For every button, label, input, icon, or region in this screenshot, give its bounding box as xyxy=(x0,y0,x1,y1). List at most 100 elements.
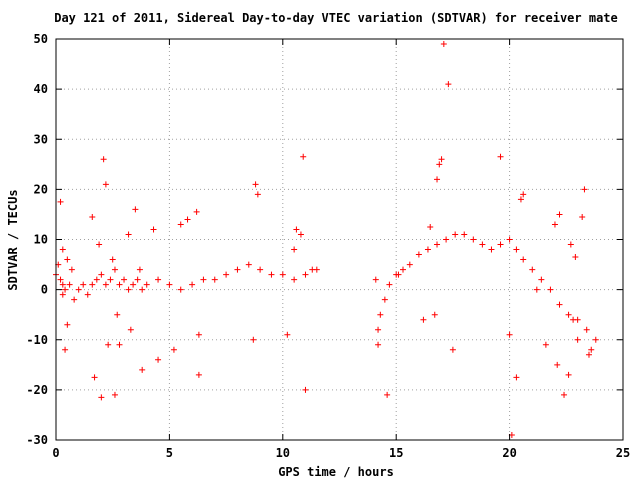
data-point xyxy=(139,286,146,293)
x-tick-label: 0 xyxy=(52,446,59,460)
y-tick-label: 0 xyxy=(41,283,48,297)
plot-frame xyxy=(55,38,624,441)
data-point xyxy=(130,281,137,288)
data-point xyxy=(98,271,105,278)
data-point xyxy=(567,241,574,248)
data-point xyxy=(177,221,184,228)
data-point xyxy=(427,223,434,230)
data-point xyxy=(386,281,393,288)
data-point xyxy=(479,241,486,248)
data-point xyxy=(57,198,64,205)
data-point xyxy=(93,276,100,283)
y-tick-label: 10 xyxy=(34,233,48,247)
data-point xyxy=(177,286,184,293)
data-point xyxy=(395,271,402,278)
data-point xyxy=(100,156,107,163)
data-point xyxy=(302,271,309,278)
data-point xyxy=(565,311,572,318)
data-point xyxy=(121,276,128,283)
data-point xyxy=(517,196,524,203)
x-tick-label: 10 xyxy=(276,446,290,460)
data-point xyxy=(574,336,581,343)
data-point xyxy=(105,341,112,348)
data-point xyxy=(529,266,536,273)
data-point xyxy=(116,341,123,348)
data-point xyxy=(62,286,69,293)
data-point xyxy=(538,276,545,283)
data-point xyxy=(420,316,427,323)
data-point xyxy=(375,326,382,333)
data-point xyxy=(268,271,275,278)
data-point xyxy=(520,191,527,198)
data-point xyxy=(245,261,252,268)
data-point xyxy=(127,326,134,333)
data-point xyxy=(556,301,563,308)
data-point xyxy=(89,281,96,288)
data-point xyxy=(102,181,109,188)
data-point xyxy=(436,161,443,168)
data-point xyxy=(406,261,413,268)
data-point xyxy=(250,336,257,343)
data-point xyxy=(300,153,307,160)
data-point xyxy=(585,351,592,358)
data-point xyxy=(80,281,87,288)
data-point xyxy=(66,281,73,288)
data-point xyxy=(139,366,146,373)
data-point xyxy=(257,266,264,273)
data-point xyxy=(193,208,200,215)
data-point xyxy=(542,341,549,348)
data-point xyxy=(59,291,66,298)
data-point xyxy=(520,256,527,263)
data-point xyxy=(223,271,230,278)
data-point xyxy=(68,266,75,273)
data-point xyxy=(132,206,139,213)
data-points xyxy=(53,41,599,438)
data-point xyxy=(293,226,300,233)
data-point xyxy=(581,186,588,193)
data-point xyxy=(302,386,309,393)
x-tick-label: 5 xyxy=(166,446,173,460)
data-point xyxy=(143,281,150,288)
data-point xyxy=(506,236,513,243)
data-point xyxy=(449,346,456,353)
data-point xyxy=(125,231,132,238)
data-point xyxy=(445,81,452,88)
data-point xyxy=(431,311,438,318)
data-point xyxy=(134,276,141,283)
y-tick-label: -10 xyxy=(26,333,48,347)
data-point xyxy=(400,266,407,273)
data-point xyxy=(513,246,520,253)
axes: 0 5 10 15 20 25 -30 -20 -10 0 10 20 30 40 50 xyxy=(26,32,630,460)
y-tick-label: 50 xyxy=(34,32,48,46)
x-tick-label: 20 xyxy=(502,446,516,460)
data-point xyxy=(561,391,568,398)
data-point xyxy=(440,41,447,48)
data-point xyxy=(84,291,91,298)
data-point xyxy=(64,256,71,263)
data-point xyxy=(98,394,105,401)
data-point xyxy=(91,374,98,381)
data-point xyxy=(291,276,298,283)
data-point xyxy=(565,371,572,378)
y-tick-label: -20 xyxy=(26,383,48,397)
data-point xyxy=(114,311,121,318)
data-point xyxy=(375,341,382,348)
data-point xyxy=(415,251,422,258)
data-point xyxy=(513,374,520,381)
data-point xyxy=(309,266,316,273)
data-point xyxy=(438,156,445,163)
data-point xyxy=(372,276,379,283)
data-point xyxy=(572,254,579,261)
data-point xyxy=(588,346,595,353)
grid-lines xyxy=(56,39,623,440)
data-point xyxy=(488,246,495,253)
data-point xyxy=(434,176,441,183)
data-point xyxy=(64,321,71,328)
y-tick-label: 40 xyxy=(34,82,48,96)
data-point xyxy=(291,246,298,253)
data-point xyxy=(150,226,157,233)
data-point xyxy=(89,213,96,220)
data-point xyxy=(96,241,103,248)
data-point xyxy=(452,231,459,238)
data-point xyxy=(579,213,586,220)
